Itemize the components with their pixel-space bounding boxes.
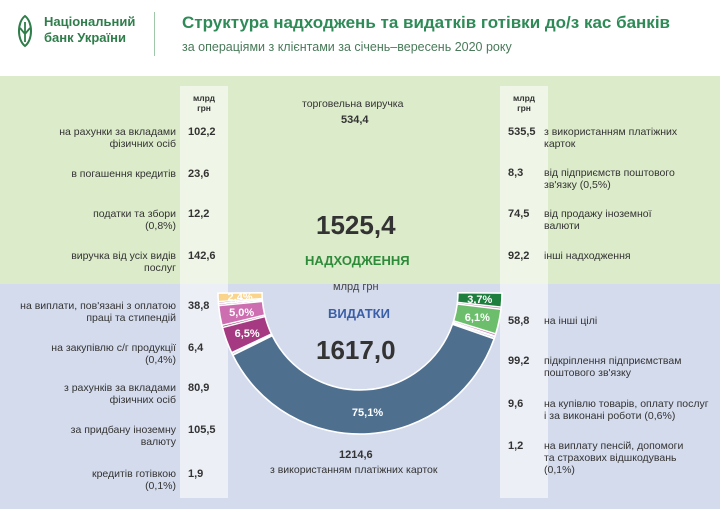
expense-left-value-2: 80,9 xyxy=(188,382,210,394)
expense-segment-6 xyxy=(221,315,273,354)
expense-bottom-label: з використанням платіжних карток xyxy=(270,464,438,476)
income-right-value-2: 74,5 xyxy=(508,208,530,220)
income-total: 1525,4 xyxy=(316,210,396,240)
left-unit-label: млрд грн xyxy=(192,93,216,113)
income-left-label-2: податки та збори (0,8%) xyxy=(93,208,176,232)
expense-total: 1617,0 xyxy=(316,335,396,365)
expense-left-value-3: 105,5 xyxy=(188,424,216,436)
expense-pct-label-1: 6,1% xyxy=(465,312,490,324)
income-right-value-1: 8,3 xyxy=(508,167,524,179)
header xyxy=(0,0,720,76)
income-right-label-0: з використанням платіжних карток xyxy=(544,126,678,150)
income-section-label: НАДХОДЖЕННЯ xyxy=(305,253,410,268)
income-top-label: торговельна виручка xyxy=(302,98,404,110)
income-left-label-0: на рахунки за вкладами фізичних осіб xyxy=(59,126,176,150)
right-unit-label: млрд грн xyxy=(512,93,536,113)
expense-segment-1 xyxy=(452,303,502,335)
income-band xyxy=(0,76,720,284)
expense-pct-label-9: 2,4% xyxy=(228,292,253,304)
expense-right-value-2: 9,6 xyxy=(508,398,524,410)
expense-left-value-4: 1,9 xyxy=(188,468,204,480)
expense-right-label-0: на інші цілі xyxy=(544,315,598,327)
expense-section-label: ВИДАТКИ xyxy=(328,306,390,321)
expense-right-label-2: на купівлю товарів, оплату послуг і за в… xyxy=(544,398,709,422)
expense-pct-label-7: 5,0% xyxy=(229,307,254,319)
expense-left-value-1: 6,4 xyxy=(188,342,204,354)
expense-right-label-3: на виплату пенсій, допомоги та страхових… xyxy=(544,440,684,476)
income-right-label-2: від продажу іноземної валюти xyxy=(544,208,652,232)
expense-bottom-value: 1214,6 xyxy=(339,449,373,461)
expense-pct-label-0: 3,7% xyxy=(467,294,492,306)
expense-left-label-1: на закупівлю с/г продукції (0,4%) xyxy=(51,342,176,366)
expense-right-value-3: 1,2 xyxy=(508,440,524,452)
center-unit: млрд грн xyxy=(333,281,379,293)
page-subtitle: за операціями з клієнтами за січень–вере… xyxy=(182,40,512,54)
income-left-label-3: виручка від усіх видів послуг xyxy=(71,250,176,274)
expense-segment-0 xyxy=(456,292,503,308)
expense-segment-8 xyxy=(217,299,264,305)
expense-left-label-0: на виплати, пов'язані з оплатою праці та… xyxy=(20,300,176,324)
expense-segment-9 xyxy=(217,292,264,303)
expense-left-label-4: кредитів готівкою (0,1%) xyxy=(91,468,176,492)
income-right-label-3: інші надходження xyxy=(544,250,631,262)
expense-left-value-0: 38,8 xyxy=(188,300,210,312)
income-right-value-0: 535,5 xyxy=(508,126,536,138)
page-title: Структура надходжень та видатків готівки… xyxy=(182,13,670,32)
nbu-logo-icon xyxy=(18,14,32,48)
expense-right-value-1: 99,2 xyxy=(508,355,530,367)
expense-segment-4 xyxy=(231,323,496,435)
expense-right-label-1: підкріплення підприємствам поштового зв'… xyxy=(544,355,682,379)
expense-segment-7 xyxy=(217,300,266,327)
expense-pct-label-4: 75,1% xyxy=(352,407,383,419)
logo-text: Національний банк України xyxy=(44,14,136,45)
income-left-label-1: в погашення кредитів xyxy=(71,168,176,180)
income-left-value-2: 12,2 xyxy=(188,208,210,220)
expense-pct-label-6: 6,5% xyxy=(235,328,260,340)
income-left-value-3: 142,6 xyxy=(188,250,216,262)
income-left-value-0: 102,2 xyxy=(188,126,216,138)
income-top-value: 534,4 xyxy=(341,114,369,126)
income-left-value-1: 23,6 xyxy=(188,168,210,180)
right-value-column xyxy=(500,86,548,498)
expense-left-label-3: за придбану іноземну валюту xyxy=(70,424,176,448)
header-divider xyxy=(154,12,155,56)
left-value-column xyxy=(180,86,228,498)
income-right-label-1: від підприємств поштового зв'язку (0,5%) xyxy=(544,167,675,191)
expense-left-label-2: з рахунків за вкладами фізичних осіб xyxy=(63,382,176,406)
income-right-value-3: 92,2 xyxy=(508,250,530,262)
expense-right-value-0: 58,8 xyxy=(508,315,530,327)
